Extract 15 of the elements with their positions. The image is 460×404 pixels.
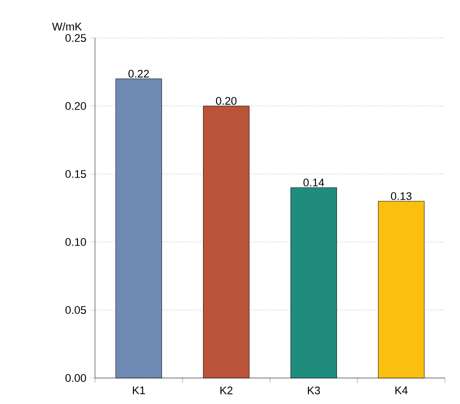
- y-tick-label: 0.05: [65, 306, 86, 314]
- data-label: 0.14: [303, 178, 324, 186]
- y-tick-label: 0.25: [65, 34, 86, 42]
- x-tick-label: K2: [220, 386, 232, 394]
- data-label: 0.22: [128, 70, 149, 78]
- data-label: 0.13: [390, 192, 412, 200]
- y-tick-label: 0.20: [65, 102, 86, 110]
- x-tick-label: K4: [395, 386, 408, 394]
- y-tick-label: 0.15: [65, 170, 86, 178]
- y-axis-title: W/mK: [52, 22, 82, 30]
- x-tick-label: K1: [132, 386, 145, 394]
- data-label: 0.20: [216, 97, 237, 105]
- y-tick-label: 0.00: [65, 374, 86, 382]
- y-tick-label: 0.10: [65, 238, 86, 246]
- x-tick-label: K3: [308, 386, 320, 394]
